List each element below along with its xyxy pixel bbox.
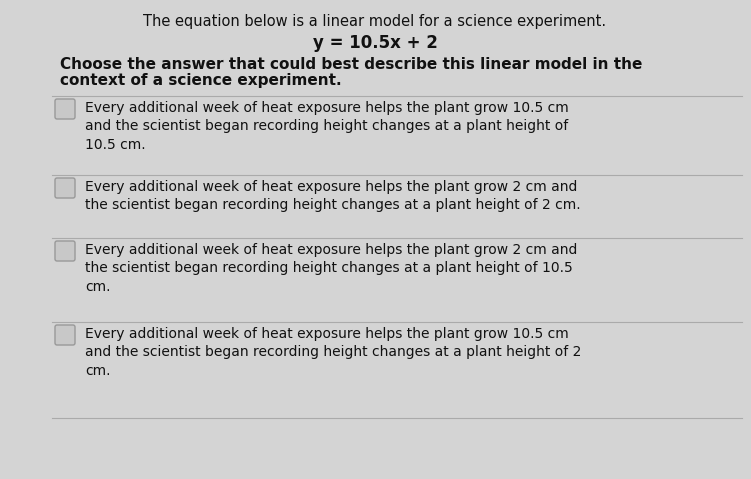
FancyBboxPatch shape [55,325,75,345]
Text: Choose the answer that could best describe this linear model in the: Choose the answer that could best descri… [60,57,642,72]
FancyBboxPatch shape [55,99,75,119]
Text: Every additional week of heat exposure helps the plant grow 10.5 cm
and the scie: Every additional week of heat exposure h… [85,327,581,378]
Text: Every additional week of heat exposure helps the plant grow 10.5 cm
and the scie: Every additional week of heat exposure h… [85,101,569,152]
Text: Every additional week of heat exposure helps the plant grow 2 cm and
the scienti: Every additional week of heat exposure h… [85,243,578,294]
FancyBboxPatch shape [55,178,75,198]
FancyBboxPatch shape [55,241,75,261]
Text: The equation below is a linear model for a science experiment.: The equation below is a linear model for… [143,14,607,29]
Text: context of a science experiment.: context of a science experiment. [60,73,342,88]
Text: Every additional week of heat exposure helps the plant grow 2 cm and
the scienti: Every additional week of heat exposure h… [85,180,581,212]
Text: y = 10.5x + 2: y = 10.5x + 2 [312,34,437,52]
